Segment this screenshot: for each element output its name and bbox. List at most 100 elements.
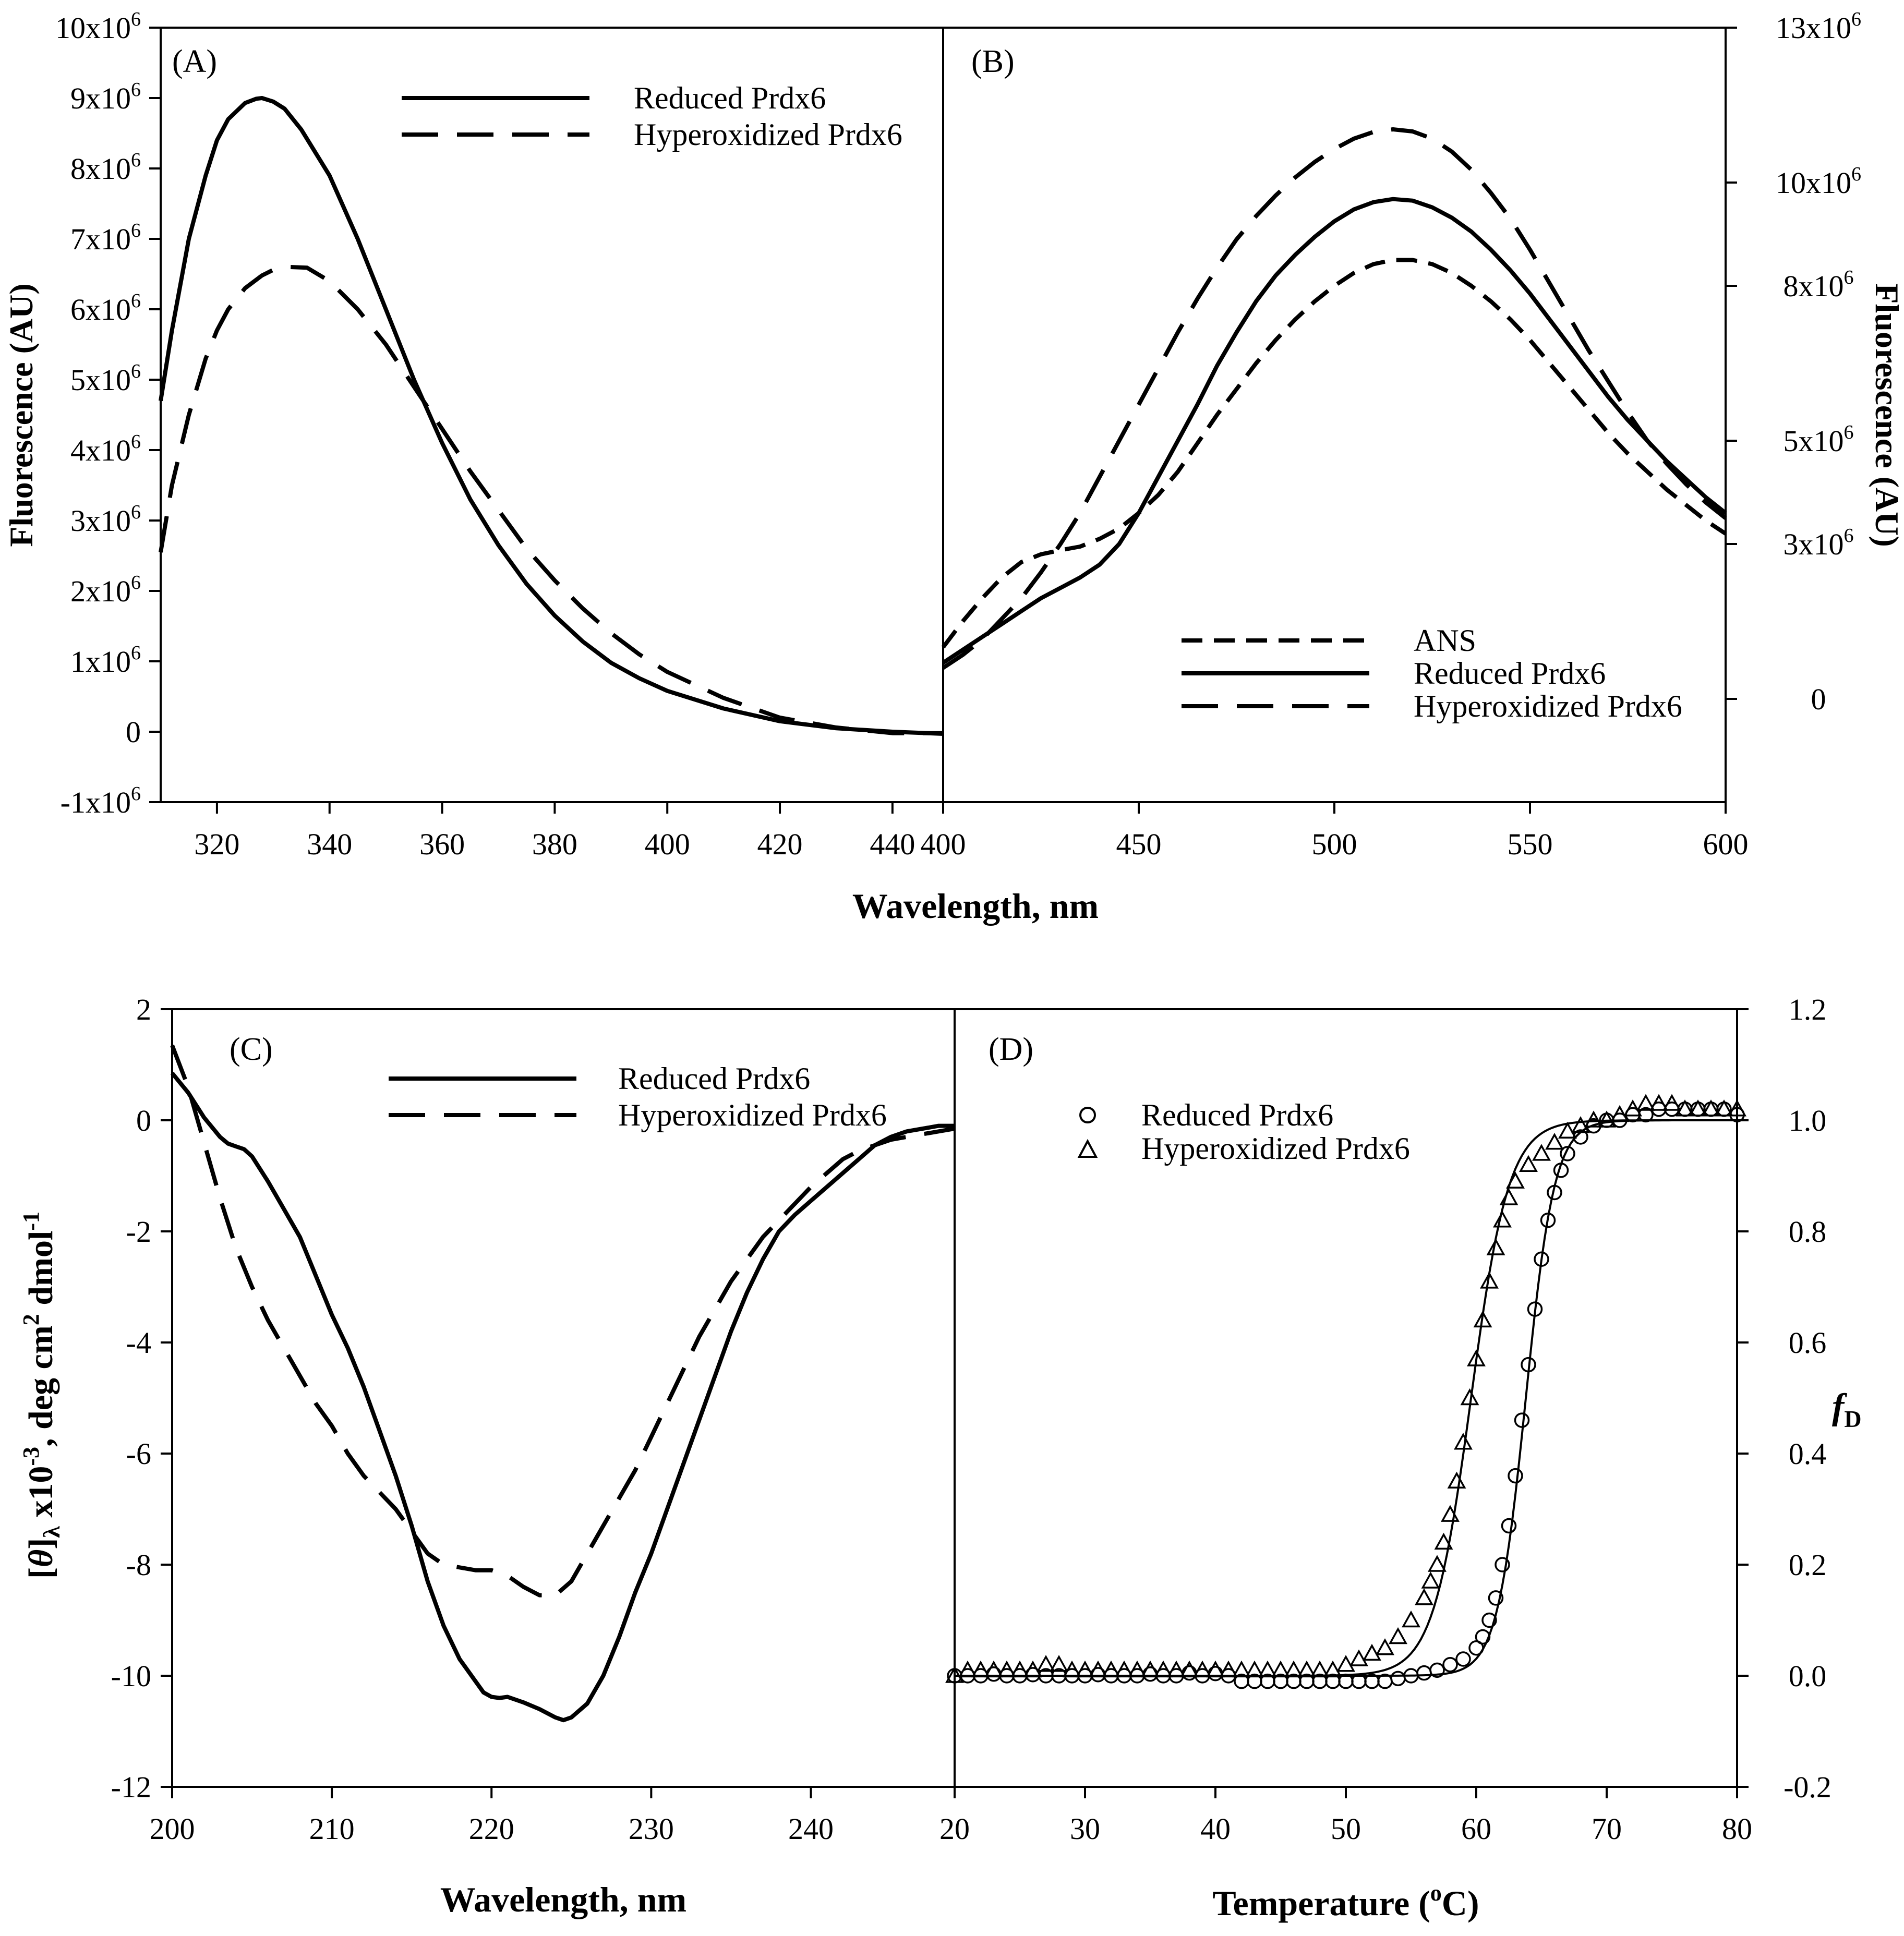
- panel-d-xtick-label: 40: [1200, 1812, 1231, 1846]
- panel-c-ylabel: [θ]λ x10-3, deg cm2 dmol-1: [18, 1212, 65, 1579]
- panel-b-xtick-label: 400: [921, 827, 966, 861]
- panel-d-legend-marker-hyperoxidized: [1077, 1139, 1098, 1158]
- panel-d-point-hyperoxidized: [1180, 1660, 1199, 1678]
- panel-a-label: (A): [172, 44, 217, 79]
- panel-d-point-reduced: [1475, 1629, 1491, 1645]
- panel-d-point-hyperoxidized: [1506, 1171, 1525, 1189]
- panel-c-xtick-label: 240: [788, 1812, 834, 1846]
- panel-c-xlabel: Wavelength, nm: [440, 1880, 686, 1919]
- panel-c-ytick-label: -2: [126, 1215, 151, 1249]
- panel-d-point-reduced: [1508, 1468, 1523, 1484]
- panel-c-ytick-label: 2: [136, 993, 151, 1026]
- panel-b-xtick-label: 450: [1116, 827, 1162, 861]
- panel-d-point-reduced: [1540, 1212, 1556, 1228]
- top-xlabel: Wavelength, nm: [852, 886, 1099, 926]
- panel-d-xtick-label: 70: [1592, 1812, 1622, 1846]
- panel-a-ytick-label: 5x106: [70, 360, 141, 397]
- panel-d-xlabel: Temperature (oC): [1212, 1880, 1479, 1923]
- panel-a-legend-reduced: Reduced Prdx6: [634, 81, 826, 115]
- panel-c-legend-hyperoxidized: Hyperoxidized Prdx6: [618, 1098, 887, 1132]
- panel-d-point-reduced: [1208, 1665, 1223, 1681]
- panel-a-ytick-label: 9x106: [70, 79, 141, 115]
- panel-d-point-hyperoxidized: [1480, 1272, 1499, 1289]
- panel-b-ylabel: Fluorescence (AU): [1869, 283, 1904, 547]
- panel-d-point-reduced: [1527, 1301, 1543, 1317]
- panel-d-point-reduced: [1403, 1668, 1419, 1684]
- panel-a-ytick-label: 2x106: [70, 572, 141, 608]
- panel-a-xtick-label: 380: [532, 827, 577, 861]
- panel-d-fit-reduced: [955, 1119, 1737, 1677]
- panel-d-ytick-label: 1.2: [1789, 993, 1827, 1026]
- panel-d-point-reduced: [1351, 1673, 1367, 1689]
- panel-d-point-hyperoxidized: [1441, 1505, 1460, 1522]
- panel-d-point-hyperoxidized: [1676, 1099, 1694, 1117]
- panel-d-ytick-label: 1.0: [1789, 1104, 1827, 1138]
- panel-d-xtick-label: 60: [1461, 1812, 1491, 1846]
- panel-d-point-hyperoxidized: [1545, 1132, 1564, 1150]
- panel-d-ylabel: fD: [1832, 1387, 1862, 1432]
- panel-d-point-reduced: [1390, 1671, 1406, 1687]
- panel-d-point-reduced: [1534, 1251, 1549, 1267]
- panel-c-ytick-label: -4: [126, 1326, 151, 1360]
- panel-d-point-hyperoxidized: [1428, 1555, 1447, 1572]
- panel-c-label: (C): [230, 1032, 273, 1067]
- panel-a-ytick-label: -1x106: [61, 783, 141, 819]
- panel-b-series-ans: [941, 258, 1727, 649]
- panel-a-xtick-label: 440: [870, 827, 915, 861]
- panel-b-legend-ans: ANS: [1414, 623, 1476, 658]
- panel-b-ytick-label: 8x106: [1784, 267, 1854, 303]
- panel-d-point-hyperoxidized: [1402, 1610, 1420, 1628]
- panel-a-series-reduced: [159, 96, 944, 736]
- panel-c-xtick-label: 230: [629, 1812, 674, 1846]
- panel-d-point-hyperoxidized: [1310, 1660, 1329, 1678]
- panel-d-legend-reduced: Reduced Prdx6: [1141, 1098, 1333, 1132]
- panel-d-point-reduced: [1501, 1518, 1517, 1534]
- panel-d-point-hyperoxidized: [1473, 1310, 1492, 1328]
- panel-d-point-hyperoxidized: [1584, 1110, 1603, 1128]
- panel-a-ytick-label: 6x106: [70, 290, 141, 326]
- panel-d-point-reduced: [1553, 1163, 1569, 1178]
- panel-b-legend-reduced: Reduced Prdx6: [1414, 656, 1606, 691]
- panel-b-ytick-label: 10x106: [1776, 163, 1861, 200]
- panel-a-xtick-label: 360: [419, 827, 465, 861]
- panel-b-frame: [942, 27, 1727, 803]
- panel-d-point-hyperoxidized: [1421, 1571, 1440, 1589]
- panel-c-series-reduced: [170, 1071, 955, 1723]
- panel-a-ytick-label: 3x106: [70, 501, 141, 538]
- panel-d-point-hyperoxidized: [1486, 1238, 1505, 1255]
- panel-d-point-hyperoxidized: [1076, 1660, 1094, 1678]
- panel-c-ytick-label: -10: [111, 1659, 151, 1693]
- panel-b-ytick-label: 13x106: [1776, 8, 1861, 45]
- panel-d-xtick-label: 50: [1331, 1812, 1361, 1846]
- panel-d-point-hyperoxidized: [971, 1660, 990, 1678]
- panel-c-xtick-label: 200: [150, 1812, 195, 1846]
- panel-d-point-reduced: [1495, 1557, 1510, 1572]
- panel-d-point-hyperoxidized: [1284, 1660, 1303, 1678]
- panel-d-point-hyperoxidized: [1519, 1155, 1538, 1172]
- panel-b-xtick-label: 500: [1312, 827, 1357, 861]
- panel-d-point-hyperoxidized: [1467, 1349, 1486, 1366]
- panel-a-series-hyperoxidized: [159, 265, 943, 735]
- panel-d-point-reduced: [1488, 1590, 1504, 1606]
- panel-d-point-reduced: [1416, 1665, 1432, 1681]
- panel-d-point-hyperoxidized: [997, 1660, 1016, 1678]
- panel-d-xtick-label: 80: [1722, 1812, 1752, 1846]
- panel-b-ytick-label: 0: [1811, 682, 1826, 716]
- panel-d-point-hyperoxidized: [1010, 1660, 1029, 1678]
- panel-d-label: (D): [989, 1032, 1033, 1067]
- panel-d-point-hyperoxidized: [1037, 1655, 1055, 1672]
- panel-d-point-hyperoxidized: [1115, 1660, 1134, 1678]
- panel-d-xtick-label: 30: [1070, 1812, 1100, 1846]
- panel-d-ytick-label: 0.8: [1789, 1215, 1827, 1249]
- panel-d-point-hyperoxidized: [1597, 1110, 1616, 1128]
- panel-a-xtick-label: 340: [307, 827, 352, 861]
- ticks-layer: [149, 27, 1749, 1798]
- panel-d-point-hyperoxidized: [1089, 1660, 1107, 1678]
- panel-d-point-reduced: [1481, 1612, 1497, 1628]
- panel-d-point-hyperoxidized: [1689, 1099, 1707, 1117]
- panel-c-xtick-label: 210: [309, 1812, 355, 1846]
- panel-d-point-hyperoxidized: [1154, 1660, 1173, 1678]
- panel-a-ytick-label: 8x106: [70, 149, 141, 186]
- panel-a-xtick-label: 320: [194, 827, 239, 861]
- panel-d-point-hyperoxidized: [1323, 1660, 1342, 1678]
